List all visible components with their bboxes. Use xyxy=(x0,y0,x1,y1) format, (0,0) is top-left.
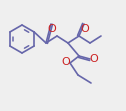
Text: O: O xyxy=(48,24,56,34)
Text: O: O xyxy=(81,24,89,34)
Text: O: O xyxy=(90,54,98,64)
Text: O: O xyxy=(62,57,70,67)
